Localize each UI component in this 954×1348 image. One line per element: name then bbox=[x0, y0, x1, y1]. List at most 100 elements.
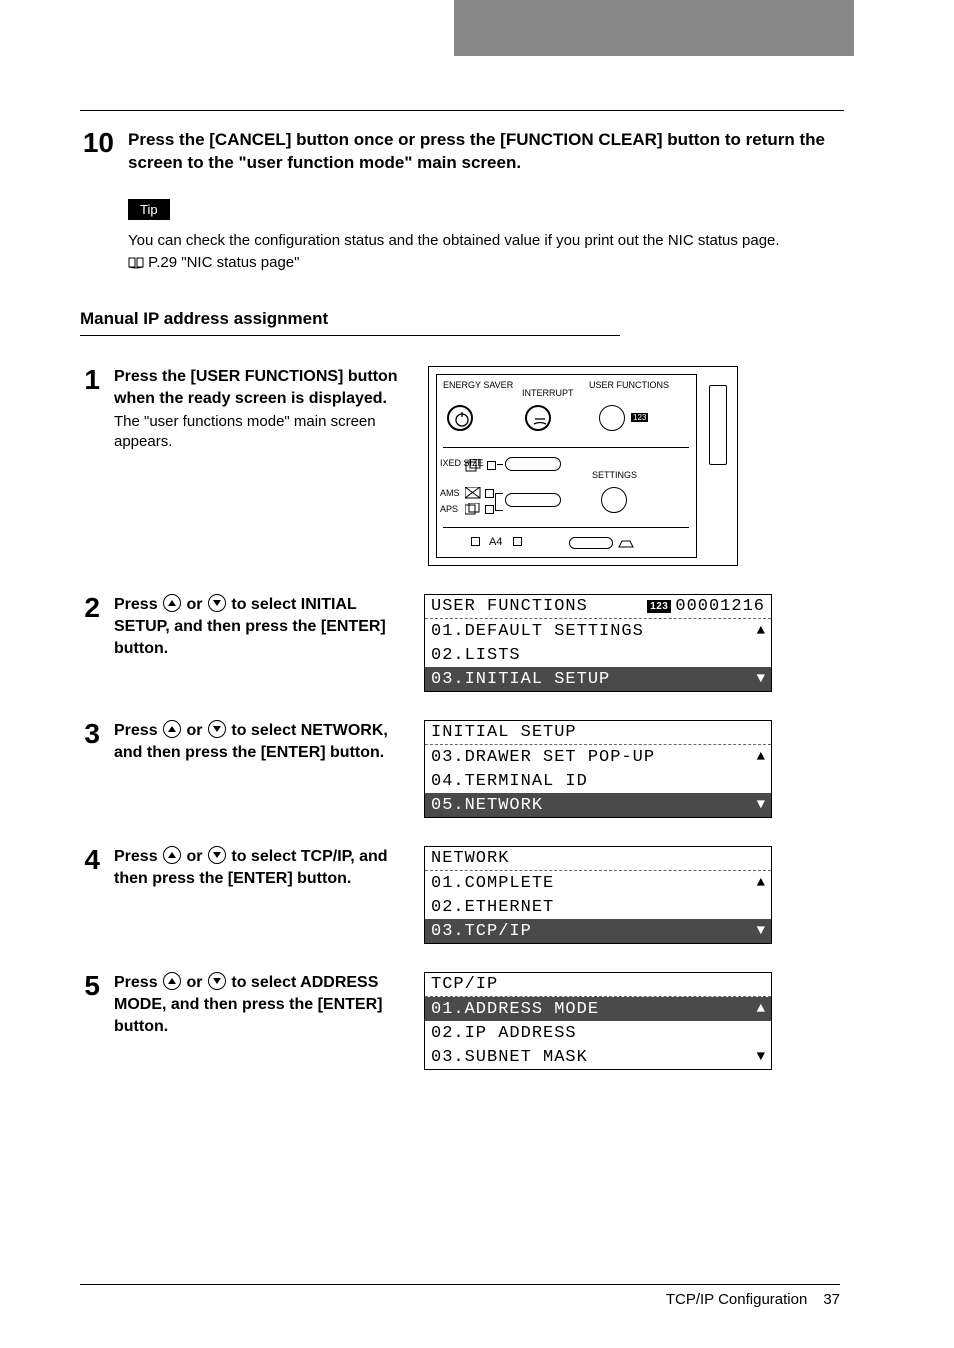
page-footer: TCP/IP Configuration 37 bbox=[80, 1284, 840, 1308]
lcd-title: NETWORK bbox=[431, 849, 765, 868]
oval-button-1[interactable] bbox=[505, 457, 561, 471]
lcd-arrow-icon: ▲ bbox=[757, 875, 765, 891]
step-number: 10 bbox=[80, 129, 114, 175]
step-instruction: Press or to select NETWORK, and then pre… bbox=[114, 720, 404, 763]
energy-saver-label: ENERGY SAVER bbox=[443, 381, 513, 390]
lcd-row-text: 03.DRAWER SET POP-UP bbox=[431, 748, 757, 767]
step-number: 5 bbox=[80, 972, 100, 1000]
down-arrow-icon bbox=[208, 594, 226, 612]
step-number: 3 bbox=[80, 720, 100, 748]
lcd-row[interactable]: 04.TERMINAL ID bbox=[425, 769, 771, 793]
down-arrow-icon bbox=[208, 972, 226, 990]
step-number: 4 bbox=[80, 846, 100, 874]
up-arrow-icon bbox=[163, 594, 181, 612]
paper-indicator-2 bbox=[513, 537, 522, 546]
lcd-row[interactable]: 02.LISTS bbox=[425, 643, 771, 667]
step-text-col: Press or to select INITIAL SETUP, and th… bbox=[114, 594, 404, 659]
panel-divider bbox=[443, 447, 689, 448]
lcd-row[interactable]: 03.INITIAL SETUP▼ bbox=[425, 667, 771, 691]
lcd-arrow-icon: ▼ bbox=[757, 923, 765, 939]
down-arrow-icon bbox=[208, 846, 226, 864]
lcd-row-text: 02.LISTS bbox=[431, 646, 765, 665]
lcd-title: TCP/IP bbox=[431, 975, 765, 994]
lcd-badge: 123 bbox=[647, 600, 671, 613]
lcd-row-text: 02.ETHERNET bbox=[431, 898, 765, 917]
user-functions-label: USER FUNCTIONS bbox=[589, 381, 669, 390]
paper-indicator-1 bbox=[471, 537, 480, 546]
control-panel-illustration: ENERGY SAVER INTERRUPT USER FUNCTIONS 12… bbox=[428, 366, 738, 566]
settings-label: SETTINGS bbox=[592, 471, 637, 480]
lcd-row-text: 03.TCP/IP bbox=[431, 922, 757, 941]
tip-ref: P.29 "NIC status page" bbox=[148, 254, 299, 271]
lcd-counter: 00001216 bbox=[675, 597, 765, 616]
lcd-row-text: 01.ADDRESS MODE bbox=[431, 1000, 757, 1019]
lcd-arrow-icon: ▼ bbox=[757, 1049, 765, 1065]
tip-body: You can check the configuration status a… bbox=[128, 232, 780, 249]
lcd-arrow-icon: ▲ bbox=[757, 1001, 765, 1017]
step-instruction: Press the [USER FUNCTIONS] button when t… bbox=[114, 366, 404, 409]
step-4: 4 Press or to select TCP/IP, and then pre… bbox=[80, 846, 844, 944]
step-instruction: Press or to select INITIAL SETUP, and th… bbox=[114, 594, 404, 659]
step-text-col: Press or to select ADDRESS MODE, and the… bbox=[114, 972, 404, 1037]
step-text-col: Press the [USER FUNCTIONS] button when t… bbox=[114, 366, 404, 452]
footer-page: 37 bbox=[823, 1291, 840, 1308]
lcd-row[interactable]: 02.IP ADDRESS bbox=[425, 1021, 771, 1045]
lcd-arrow-icon: ▼ bbox=[757, 671, 765, 687]
step-number: 2 bbox=[80, 594, 100, 622]
lcd-row[interactable]: 01.DEFAULT SETTINGS▲ bbox=[425, 619, 771, 643]
lcd-row-text: 01.COMPLETE bbox=[431, 874, 757, 893]
lcd-arrow-icon: ▲ bbox=[757, 749, 765, 765]
down-arrow-icon bbox=[208, 720, 226, 738]
lcd-screen: INITIAL SETUP03.DRAWER SET POP-UP▲04.TER… bbox=[424, 720, 772, 818]
indicator-2 bbox=[485, 489, 494, 498]
ams-label: AMS bbox=[440, 489, 460, 498]
lcd-row-text: 05.NETWORK bbox=[431, 796, 757, 815]
interrupt-label: INTERRUPT bbox=[522, 389, 574, 398]
energy-saver-button[interactable] bbox=[447, 405, 473, 431]
up-arrow-icon bbox=[163, 972, 181, 990]
lcd-row[interactable]: 01.ADDRESS MODE▲ bbox=[425, 997, 771, 1021]
oval-button-2[interactable] bbox=[505, 493, 561, 507]
lcd-header: USER FUNCTIONS123 00001216 bbox=[425, 595, 771, 619]
lcd-screen: TCP/IP 01.ADDRESS MODE▲ 02.IP ADDRESS 03.SU… bbox=[424, 972, 772, 1070]
lcd-row[interactable]: 03.SUBNET MASK▼ bbox=[425, 1045, 771, 1069]
lcd-arrow-icon: ▼ bbox=[757, 797, 765, 813]
lcd-row[interactable]: 01.COMPLETE▲ bbox=[425, 871, 771, 895]
lcd-header: NETWORK bbox=[425, 847, 771, 871]
step-subtext: The "user functions mode" main screen ap… bbox=[114, 412, 404, 453]
step-10: 10 Press the [CANCEL] button once or pre… bbox=[80, 129, 844, 175]
step-1: 1Press the [USER FUNCTIONS] button when … bbox=[80, 366, 844, 566]
section-title: Manual IP address assignment bbox=[80, 309, 620, 336]
indicator-1 bbox=[487, 461, 496, 470]
connector-1 bbox=[497, 464, 503, 465]
up-arrow-icon bbox=[163, 846, 181, 864]
lcd-row[interactable]: 03.DRAWER SET POP-UP▲ bbox=[425, 745, 771, 769]
aps-label: APS bbox=[440, 505, 458, 514]
lcd-screen: USER FUNCTIONS123 00001216 01.DEFAULT SETT… bbox=[424, 594, 772, 692]
panel-side bbox=[709, 385, 727, 465]
lcd-row[interactable]: 05.NETWORK▼ bbox=[425, 793, 771, 817]
tip-text: You can check the configuration status a… bbox=[128, 230, 844, 276]
tray-icon bbox=[617, 535, 637, 551]
tray-button[interactable] bbox=[569, 537, 613, 549]
up-arrow-icon bbox=[163, 720, 181, 738]
panel-divider-2 bbox=[443, 527, 689, 528]
a4-label: A4 bbox=[489, 537, 502, 549]
badge-icon: 123 bbox=[631, 413, 648, 422]
lcd-row[interactable]: 03.TCP/IP▼ bbox=[425, 919, 771, 943]
lcd-header: TCP/IP bbox=[425, 973, 771, 997]
step-2: 2 Press or to select INITIAL SETUP, and t… bbox=[80, 594, 844, 692]
indicator-3 bbox=[485, 505, 494, 514]
lcd-row-text: 03.SUBNET MASK bbox=[431, 1048, 757, 1067]
lcd-row-text: 04.TERMINAL ID bbox=[431, 772, 765, 791]
interrupt-button[interactable] bbox=[525, 405, 551, 431]
step-instruction: Press or to select ADDRESS MODE, and the… bbox=[114, 972, 404, 1037]
lcd-row[interactable]: 02.ETHERNET bbox=[425, 895, 771, 919]
step-text-col: Press or to select TCP/IP, and then pres… bbox=[114, 846, 404, 889]
header-tab bbox=[454, 0, 854, 56]
lcd-row-text: 01.DEFAULT SETTINGS bbox=[431, 622, 757, 641]
lcd-title: USER FUNCTIONS bbox=[431, 597, 647, 616]
ams-icon bbox=[465, 487, 481, 499]
lcd-row-text: 02.IP ADDRESS bbox=[431, 1024, 765, 1043]
tip-block: Tip You can check the configuration stat… bbox=[128, 199, 844, 276]
